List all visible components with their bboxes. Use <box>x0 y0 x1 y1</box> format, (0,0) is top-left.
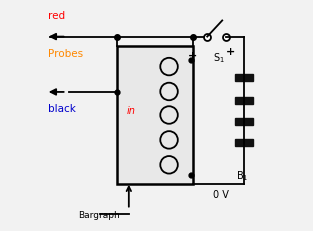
Text: red: red <box>48 11 65 21</box>
Circle shape <box>160 132 178 149</box>
Bar <box>235 119 253 125</box>
Circle shape <box>160 58 178 76</box>
Bar <box>117 47 193 184</box>
Text: +: + <box>187 51 197 61</box>
Text: +: + <box>226 47 235 57</box>
Text: B$_1$: B$_1$ <box>236 168 248 182</box>
Bar <box>235 139 253 146</box>
Circle shape <box>160 83 178 101</box>
Text: S$_1$: S$_1$ <box>213 51 225 65</box>
Text: in: in <box>126 106 136 116</box>
Text: 0 V: 0 V <box>213 189 229 199</box>
Bar <box>235 98 253 105</box>
Text: Bargraph: Bargraph <box>78 210 120 219</box>
Circle shape <box>160 156 178 174</box>
Circle shape <box>160 107 178 124</box>
Bar <box>235 75 253 82</box>
Text: Probes: Probes <box>48 49 83 59</box>
Text: black: black <box>48 104 76 114</box>
